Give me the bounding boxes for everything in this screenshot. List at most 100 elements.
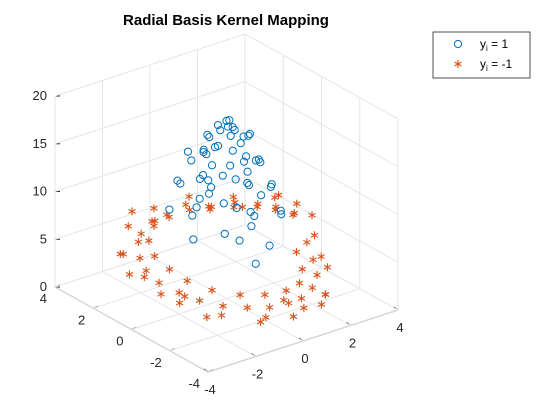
asterisk-stroke xyxy=(317,254,325,260)
asterisk-stroke xyxy=(150,205,158,211)
y-tick-label: 4 xyxy=(40,291,47,306)
data-point-positive xyxy=(204,176,213,185)
data-point-positive xyxy=(219,199,228,208)
gridline-z-backwall xyxy=(54,81,246,145)
data-point-positive xyxy=(189,235,198,244)
asterisk-stroke xyxy=(165,266,174,272)
data-point-positive xyxy=(230,125,239,135)
z-tick-label: 20 xyxy=(33,88,47,103)
data-point-positive xyxy=(265,241,274,250)
asterisk-stroke xyxy=(317,302,326,308)
legend: yi = 1 yi = -1 xyxy=(432,31,531,79)
x-tick-label: 2 xyxy=(349,336,356,351)
legend-label-negative: yi = -1 xyxy=(480,57,512,73)
data-point-negative xyxy=(310,231,319,240)
asterisk-stroke xyxy=(310,232,319,238)
asterisk-stroke xyxy=(140,274,149,280)
data-point-negative xyxy=(290,209,299,218)
x-tick-label: -4 xyxy=(204,382,216,397)
gridline-z-sidewall xyxy=(244,129,399,215)
z-tick-label: 0 xyxy=(40,279,47,294)
legend-label-positive-sub: i xyxy=(486,44,488,53)
data-point-negative xyxy=(272,202,280,211)
data-point-negative xyxy=(175,299,184,308)
gridline-y-floor xyxy=(131,267,322,330)
asterisk-stroke xyxy=(256,319,265,325)
asterisk-stroke xyxy=(236,292,244,298)
legend-label-negative-main: y xyxy=(480,57,486,71)
data-point-negative xyxy=(203,313,211,322)
data-point-negative xyxy=(140,273,149,282)
data-point-negative xyxy=(229,192,238,201)
data-point-positive xyxy=(267,180,276,189)
data-point-positive xyxy=(244,131,253,140)
data-point-positive xyxy=(243,178,252,188)
asterisk-stroke xyxy=(261,292,269,298)
legend-marker-circle xyxy=(453,39,463,49)
y-tick-label: -4 xyxy=(188,376,200,391)
data-point-positive xyxy=(165,205,174,214)
data-point-positive xyxy=(277,210,286,219)
asterisk-stroke xyxy=(119,251,127,257)
asterisk-stroke xyxy=(219,303,227,309)
legend-label-positive-rest: = 1 xyxy=(488,37,509,51)
data-point-negative xyxy=(116,250,125,259)
data-point-negative xyxy=(165,265,174,274)
asterisk-stroke xyxy=(203,314,211,320)
asterisk-stroke xyxy=(298,266,306,272)
data-point-negative xyxy=(295,279,304,288)
asterisk-stroke xyxy=(284,300,293,306)
data-point-negative xyxy=(125,270,134,279)
data-point-positive xyxy=(241,152,251,161)
asterisk-stroke xyxy=(195,298,204,304)
asterisk-stroke xyxy=(155,280,163,286)
data-point-negative xyxy=(292,247,301,256)
data-point-positive xyxy=(173,176,182,185)
data-point-positive xyxy=(257,191,266,200)
data-point-positive xyxy=(228,146,237,155)
data-point-positive xyxy=(207,161,217,170)
data-point-positive xyxy=(203,130,212,139)
data-point-negative xyxy=(274,191,283,200)
asterisk-stroke xyxy=(282,288,290,294)
data-point-negative xyxy=(217,311,226,320)
data-point-negative xyxy=(321,290,330,299)
gridline-z-backwall xyxy=(54,176,246,240)
x-tick-label: 0 xyxy=(301,351,308,366)
asterisk-stroke xyxy=(303,239,311,245)
data-point-positive xyxy=(199,145,208,154)
asterisk-stroke xyxy=(279,297,288,303)
gridline-z-sidewall xyxy=(244,176,399,263)
gridline-y-floor xyxy=(93,245,284,309)
asterisk-stroke xyxy=(321,292,330,297)
asterisk-stroke xyxy=(293,201,301,207)
data-point-negative xyxy=(207,202,216,211)
z-tick-label: 5 xyxy=(40,231,47,246)
data-point-negative xyxy=(293,199,301,208)
data-point-negative xyxy=(150,204,158,213)
data-point-positive xyxy=(218,171,227,180)
data-point-negative xyxy=(279,296,288,305)
chart-title: Radial Basis Kernel Mapping xyxy=(123,12,329,29)
asterisk-stroke xyxy=(137,231,145,237)
legend-label-negative-rest: = -1 xyxy=(488,57,513,71)
asterisk-stroke xyxy=(292,249,301,255)
data-point-negative xyxy=(145,236,153,245)
y-tick-label: 2 xyxy=(78,312,85,327)
gridline-z-backwall xyxy=(54,129,246,192)
asterisk-stroke xyxy=(125,271,134,277)
asterisk-stroke xyxy=(183,278,191,284)
data-point-negative xyxy=(313,271,321,280)
data-point-positive xyxy=(202,150,211,159)
data-point-negative xyxy=(317,252,325,261)
data-point-positive xyxy=(235,236,244,245)
data-point-negative xyxy=(219,301,227,310)
data-point-positive xyxy=(216,126,225,135)
asterisk-stroke xyxy=(182,202,190,208)
asterisk-stroke xyxy=(272,204,280,210)
asterisk-stroke xyxy=(116,251,125,257)
asterisk-stroke xyxy=(185,194,193,200)
data-point-negative xyxy=(298,265,306,274)
asterisk-stroke xyxy=(217,312,226,318)
